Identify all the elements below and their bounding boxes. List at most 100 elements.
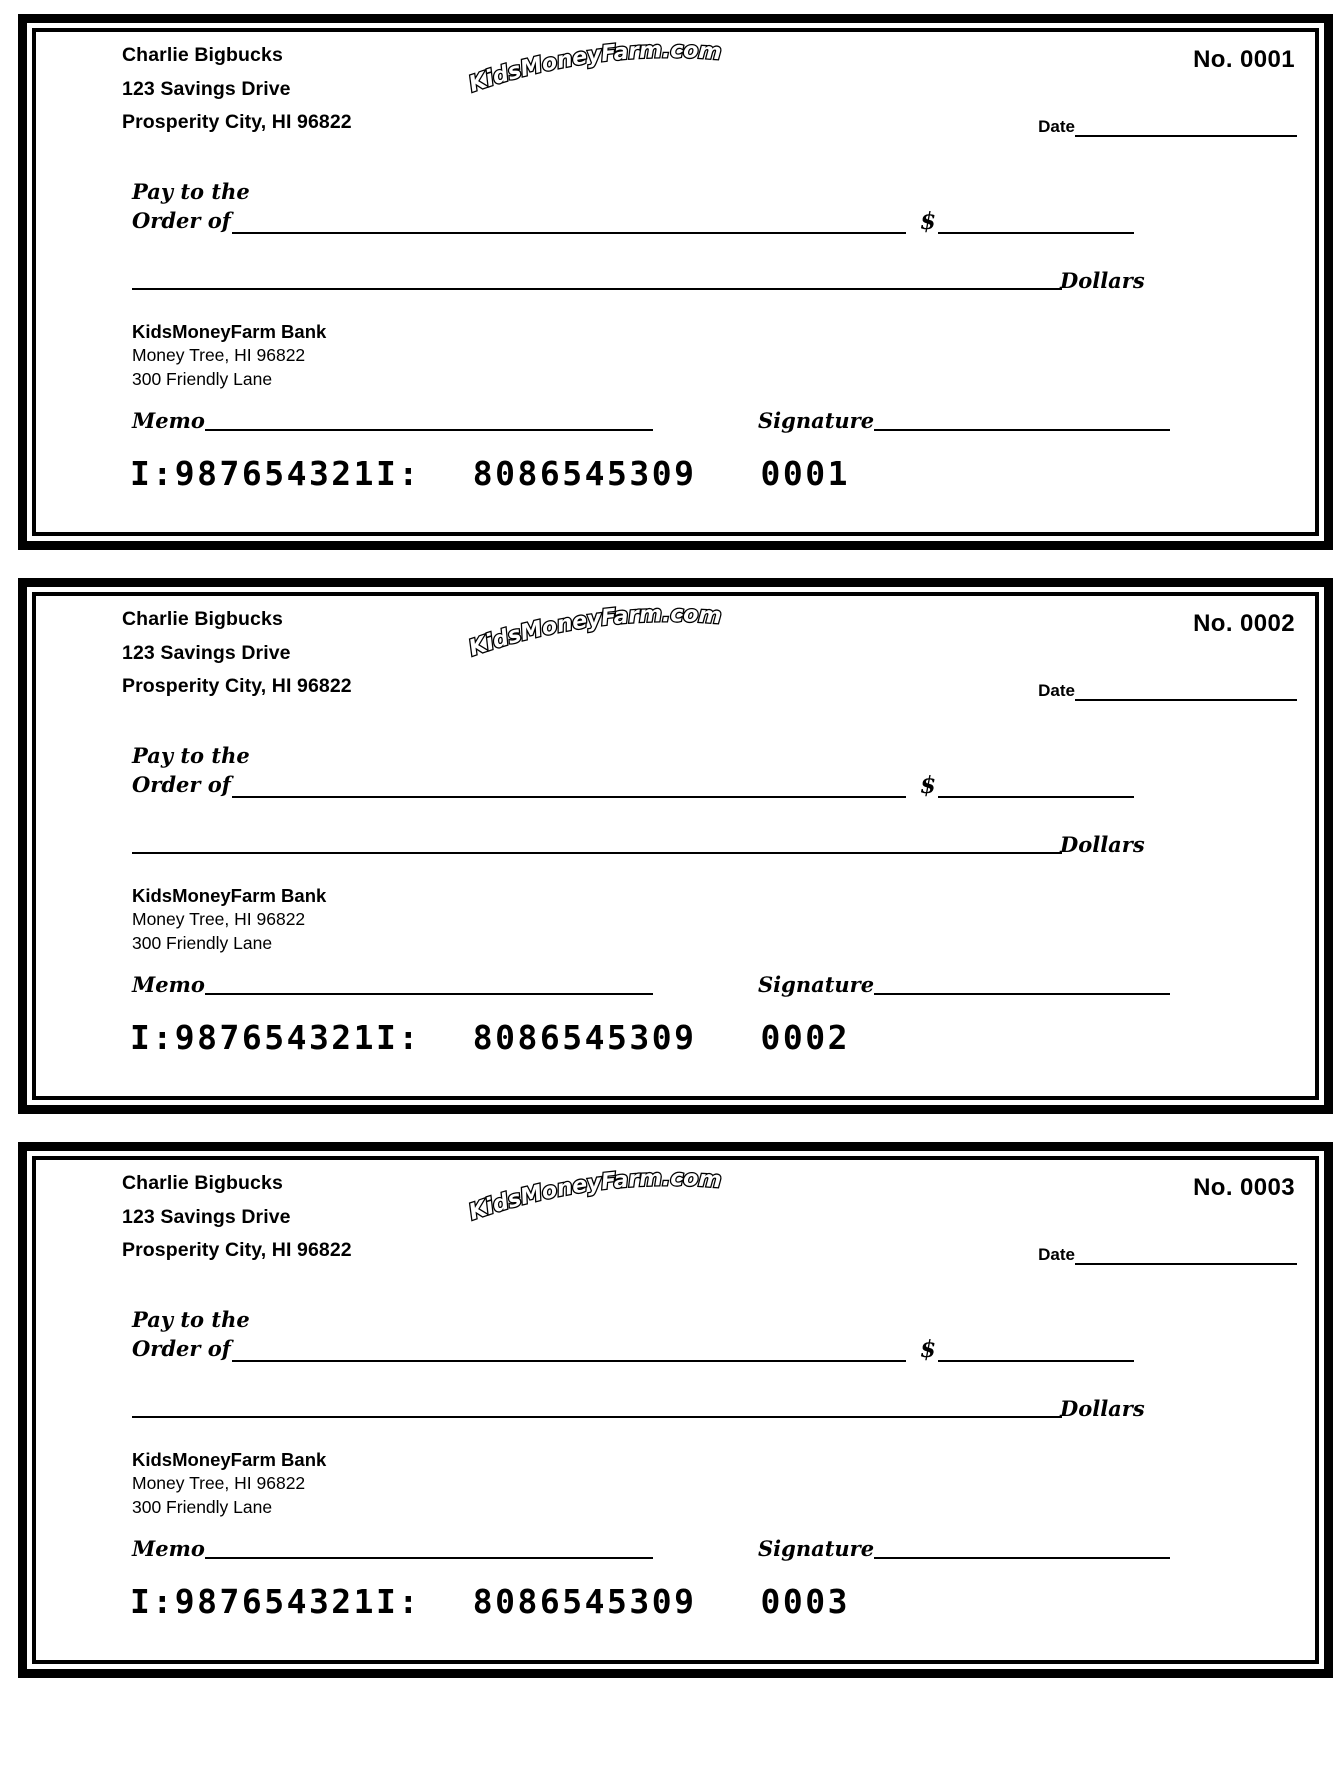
amount-write-line[interactable] [938, 1360, 1135, 1362]
check-number-label: No. 0003 [1193, 1174, 1295, 1201]
signature-field[interactable]: Signature [758, 408, 1171, 433]
payer-name: Charlie Bigbucks [122, 44, 283, 66]
kidsmoneyfarm-logo: KidsMoneyFarm.com [466, 40, 796, 98]
signature-label: Signature [758, 972, 875, 997]
pay-to-the-text: Pay to the [132, 743, 250, 768]
micr-check-number: 0002 [760, 1018, 850, 1057]
bank-street: 300 Friendly Lane [132, 368, 273, 389]
amount-field[interactable]: $ [920, 772, 1135, 799]
amount-write-line[interactable] [938, 232, 1135, 234]
check-inner-border: Charlie Bigbucks 123 Savings Drive Prosp… [32, 28, 1319, 536]
memo-label: Memo [132, 972, 205, 997]
bank-address-block: KidsMoneyFarm Bank Money Tree, HI 96822 … [132, 1448, 326, 1519]
memo-field[interactable]: Memo [132, 974, 653, 995]
bank-name: KidsMoneyFarm Bank [132, 1449, 327, 1470]
micr-routing: I:987654321I: [130, 1018, 421, 1057]
micr-routing: I:987654321I: [130, 1582, 421, 1621]
payee-write-line[interactable] [232, 796, 906, 798]
payer-name: Charlie Bigbucks [122, 608, 283, 630]
micr-account: 8086545309 [472, 1582, 697, 1621]
date-write-line[interactable] [1075, 135, 1297, 137]
date-write-line[interactable] [1075, 1263, 1297, 1265]
date-field[interactable]: Date [1038, 118, 1297, 137]
signature-write-line[interactable] [874, 429, 1171, 431]
payer-city-state-zip: Prosperity City, HI 96822 [122, 111, 352, 133]
memo-field[interactable]: Memo [132, 410, 653, 431]
bank-city-state-zip: Money Tree, HI 96822 [132, 345, 306, 366]
pay-to-order-label: Pay to the Order of [132, 178, 250, 236]
dollars-label: Dollars [1060, 832, 1145, 857]
payer-name: Charlie Bigbucks [122, 1172, 283, 1194]
memo-field[interactable]: Memo [132, 1538, 653, 1559]
memo-label: Memo [132, 1536, 205, 1561]
date-write-line[interactable] [1075, 699, 1297, 701]
pay-to-order-label: Pay to the Order of [132, 1306, 250, 1364]
bank-name: KidsMoneyFarm Bank [132, 321, 327, 342]
check-2: Charlie Bigbucks 123 Savings Drive Prosp… [18, 578, 1333, 1114]
payer-street: 123 Savings Drive [122, 1205, 291, 1228]
signature-label: Signature [758, 408, 875, 433]
payee-write-line[interactable] [232, 232, 906, 234]
micr-routing: I:987654321I: [130, 454, 421, 493]
payer-city-state-zip: Prosperity City, HI 96822 [122, 1239, 352, 1261]
signature-field[interactable]: Signature [758, 972, 1171, 997]
micr-account: 8086545309 [472, 454, 697, 493]
amount-field[interactable]: $ [920, 1336, 1135, 1363]
micr-account: 8086545309 [472, 1018, 697, 1057]
kidsmoneyfarm-logo: KidsMoneyFarm.com [466, 604, 796, 662]
payer-street: 123 Savings Drive [122, 641, 291, 664]
pay-to-the-text: Pay to the [132, 179, 250, 204]
logo-text: KidsMoneyFarm.com [466, 604, 722, 662]
bank-city-state-zip: Money Tree, HI 96822 [132, 909, 306, 930]
order-of-text: Order of [132, 771, 231, 797]
written-amount-write-line[interactable] [132, 1416, 1062, 1418]
amount-field[interactable]: $ [920, 208, 1135, 235]
bank-street: 300 Friendly Lane [132, 1496, 273, 1517]
check-number-label: No. 0002 [1193, 610, 1295, 637]
memo-write-line[interactable] [204, 429, 653, 431]
memo-write-line[interactable] [204, 993, 653, 995]
written-amount-write-line[interactable] [132, 852, 1062, 854]
pay-to-the-text: Pay to the [132, 1307, 250, 1332]
dollar-sign-icon: $ [920, 772, 937, 799]
check-face: Charlie Bigbucks 123 Savings Drive Prosp… [36, 596, 1315, 1096]
dollar-sign-icon: $ [920, 1336, 937, 1363]
payee-write-line[interactable] [232, 1360, 906, 1362]
date-field[interactable]: Date [1038, 1246, 1297, 1265]
signature-write-line[interactable] [874, 993, 1171, 995]
bank-name: KidsMoneyFarm Bank [132, 885, 327, 906]
bank-street: 300 Friendly Lane [132, 932, 273, 953]
micr-line: I:987654321I: 8086545309 0002 [130, 1018, 850, 1057]
memo-write-line[interactable] [204, 1557, 653, 1559]
check-3: Charlie Bigbucks 123 Savings Drive Prosp… [18, 1142, 1333, 1678]
dollars-label: Dollars [1060, 1396, 1145, 1421]
check-inner-border: Charlie Bigbucks 123 Savings Drive Prosp… [32, 1156, 1319, 1664]
check-1: Charlie Bigbucks 123 Savings Drive Prosp… [18, 14, 1333, 550]
date-label: Date [1038, 117, 1075, 136]
bank-city-state-zip: Money Tree, HI 96822 [132, 1473, 306, 1494]
payer-address-block: Charlie Bigbucks 123 Savings Drive Prosp… [122, 44, 352, 147]
bank-address-block: KidsMoneyFarm Bank Money Tree, HI 96822 … [132, 884, 326, 955]
dollar-sign-icon: $ [920, 208, 937, 235]
check-number-label: No. 0001 [1193, 46, 1295, 73]
payer-street: 123 Savings Drive [122, 77, 291, 100]
signature-write-line[interactable] [874, 1557, 1171, 1559]
micr-check-number: 0003 [760, 1582, 850, 1621]
check-face: Charlie Bigbucks 123 Savings Drive Prosp… [36, 32, 1315, 532]
written-amount-write-line[interactable] [132, 288, 1062, 290]
order-of-text: Order of [132, 207, 231, 233]
signature-field[interactable]: Signature [758, 1536, 1171, 1561]
payer-address-block: Charlie Bigbucks 123 Savings Drive Prosp… [122, 608, 352, 711]
amount-write-line[interactable] [938, 796, 1135, 798]
logo-text: KidsMoneyFarm.com [466, 1168, 722, 1226]
dollars-label: Dollars [1060, 268, 1145, 293]
memo-label: Memo [132, 408, 205, 433]
date-label: Date [1038, 681, 1075, 700]
kidsmoneyfarm-logo: KidsMoneyFarm.com [466, 1168, 796, 1226]
date-label: Date [1038, 1245, 1075, 1264]
payer-address-block: Charlie Bigbucks 123 Savings Drive Prosp… [122, 1172, 352, 1275]
check-inner-border: Charlie Bigbucks 123 Savings Drive Prosp… [32, 592, 1319, 1100]
date-field[interactable]: Date [1038, 682, 1297, 701]
signature-label: Signature [758, 1536, 875, 1561]
